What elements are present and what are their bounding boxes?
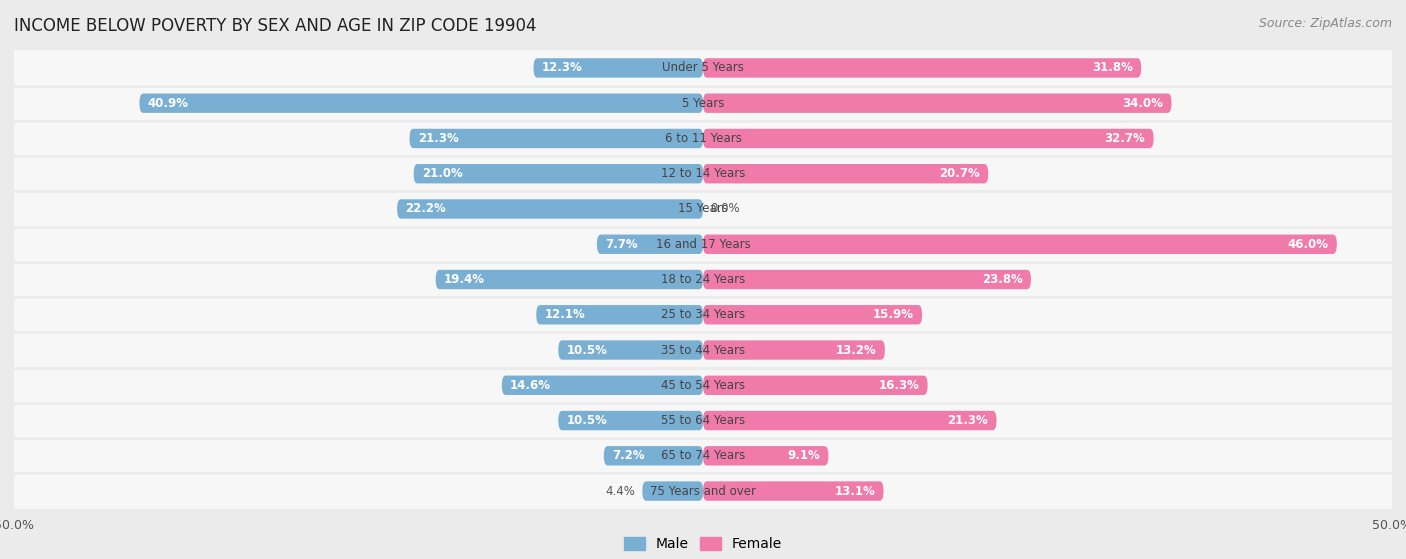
Text: 22.2%: 22.2% [405, 202, 446, 215]
Text: 0.0%: 0.0% [710, 202, 740, 215]
FancyBboxPatch shape [139, 93, 703, 113]
FancyBboxPatch shape [703, 411, 997, 430]
Text: 65 to 74 Years: 65 to 74 Years [661, 449, 745, 462]
Text: 14.6%: 14.6% [510, 379, 551, 392]
Text: 12 to 14 Years: 12 to 14 Years [661, 167, 745, 180]
FancyBboxPatch shape [703, 164, 988, 183]
Text: 10.5%: 10.5% [567, 414, 607, 427]
Text: 13.2%: 13.2% [835, 344, 876, 357]
FancyBboxPatch shape [703, 129, 1153, 148]
Text: 25 to 34 Years: 25 to 34 Years [661, 308, 745, 321]
Bar [14, 438, 1392, 473]
FancyBboxPatch shape [703, 376, 928, 395]
Text: Under 5 Years: Under 5 Years [662, 61, 744, 74]
Text: 23.8%: 23.8% [981, 273, 1022, 286]
FancyBboxPatch shape [703, 270, 1031, 289]
Text: 35 to 44 Years: 35 to 44 Years [661, 344, 745, 357]
Text: 31.8%: 31.8% [1092, 61, 1133, 74]
Text: 16.3%: 16.3% [879, 379, 920, 392]
FancyBboxPatch shape [703, 58, 1142, 78]
FancyBboxPatch shape [533, 58, 703, 78]
Text: 75 Years and over: 75 Years and over [650, 485, 756, 498]
Bar [14, 121, 1392, 156]
FancyBboxPatch shape [536, 305, 703, 324]
Text: 32.7%: 32.7% [1105, 132, 1146, 145]
FancyBboxPatch shape [703, 446, 828, 466]
Bar [14, 156, 1392, 191]
FancyBboxPatch shape [598, 235, 703, 254]
Bar [14, 297, 1392, 333]
Text: 6 to 11 Years: 6 to 11 Years [665, 132, 741, 145]
FancyBboxPatch shape [396, 200, 703, 219]
FancyBboxPatch shape [603, 446, 703, 466]
Text: 21.0%: 21.0% [422, 167, 463, 180]
Bar [14, 333, 1392, 368]
FancyBboxPatch shape [436, 270, 703, 289]
Bar [14, 50, 1392, 86]
FancyBboxPatch shape [703, 93, 1171, 113]
Legend: Male, Female: Male, Female [619, 532, 787, 557]
Text: 16 and 17 Years: 16 and 17 Years [655, 238, 751, 251]
Bar [14, 473, 1392, 509]
Text: 19.4%: 19.4% [444, 273, 485, 286]
Text: 12.3%: 12.3% [541, 61, 582, 74]
FancyBboxPatch shape [703, 305, 922, 324]
Bar [14, 368, 1392, 403]
Text: 21.3%: 21.3% [418, 132, 458, 145]
Text: 4.4%: 4.4% [606, 485, 636, 498]
Text: 10.5%: 10.5% [567, 344, 607, 357]
FancyBboxPatch shape [558, 340, 703, 360]
Text: 12.1%: 12.1% [544, 308, 585, 321]
Bar [14, 403, 1392, 438]
Text: 18 to 24 Years: 18 to 24 Years [661, 273, 745, 286]
Text: 55 to 64 Years: 55 to 64 Years [661, 414, 745, 427]
Text: 7.7%: 7.7% [605, 238, 638, 251]
Text: 9.1%: 9.1% [787, 449, 820, 462]
Text: 15 Years: 15 Years [678, 202, 728, 215]
Text: Source: ZipAtlas.com: Source: ZipAtlas.com [1258, 17, 1392, 30]
Text: 34.0%: 34.0% [1122, 97, 1163, 110]
Bar [14, 262, 1392, 297]
Text: 5 Years: 5 Years [682, 97, 724, 110]
FancyBboxPatch shape [502, 376, 703, 395]
Text: 20.7%: 20.7% [939, 167, 980, 180]
Text: 21.3%: 21.3% [948, 414, 988, 427]
FancyBboxPatch shape [703, 481, 883, 501]
FancyBboxPatch shape [413, 164, 703, 183]
Bar [14, 226, 1392, 262]
FancyBboxPatch shape [558, 411, 703, 430]
Text: 45 to 54 Years: 45 to 54 Years [661, 379, 745, 392]
Text: 7.2%: 7.2% [612, 449, 645, 462]
Bar [14, 86, 1392, 121]
FancyBboxPatch shape [643, 481, 703, 501]
FancyBboxPatch shape [703, 235, 1337, 254]
FancyBboxPatch shape [409, 129, 703, 148]
Text: 46.0%: 46.0% [1288, 238, 1329, 251]
Text: INCOME BELOW POVERTY BY SEX AND AGE IN ZIP CODE 19904: INCOME BELOW POVERTY BY SEX AND AGE IN Z… [14, 17, 537, 35]
Bar [14, 191, 1392, 226]
Text: 15.9%: 15.9% [873, 308, 914, 321]
Text: 13.1%: 13.1% [835, 485, 875, 498]
FancyBboxPatch shape [703, 340, 884, 360]
Text: 40.9%: 40.9% [148, 97, 188, 110]
